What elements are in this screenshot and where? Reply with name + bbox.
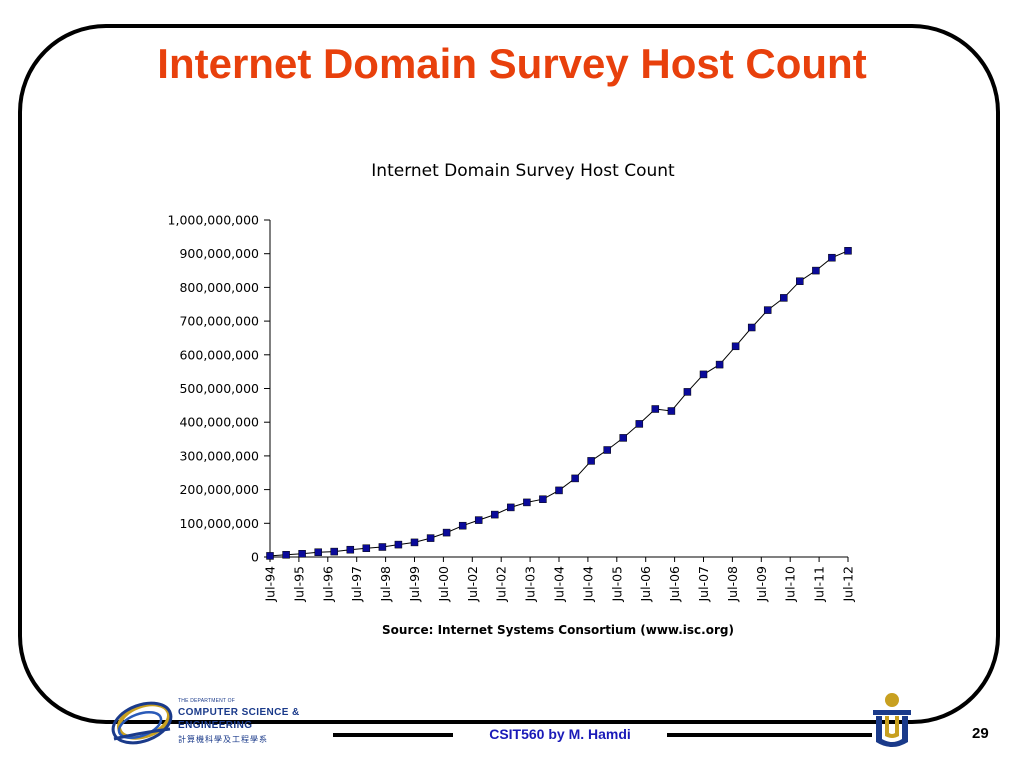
data-point: [844, 247, 852, 255]
data-point: [539, 495, 547, 503]
data-point: [442, 528, 451, 537]
data-point: [410, 538, 419, 547]
data-point: [587, 457, 595, 465]
x-axis: Jul-94 Jul-95 Jul-96 Jul-97 Jul-98 Jul-99 Jul-…: [263, 556, 856, 603]
footer-divider-right: [667, 733, 872, 737]
x-tick-label: Jul-99: [407, 566, 422, 603]
page-number: 29: [972, 725, 989, 742]
x-tick-label: Jul-06: [667, 566, 682, 603]
y-tick-label: 0: [251, 550, 259, 565]
department-logo-small-line: THE DEPARTMENT OF: [178, 698, 236, 704]
y-tick-label: 600,000,000: [179, 347, 259, 362]
y-tick-label: 1,000,000,000: [168, 213, 259, 228]
x-tick-label: Jul-95: [291, 566, 306, 603]
y-axis: 0 100,000,000 200,000,000 300,000,000 400,00…: [168, 213, 271, 565]
x-tick-label: Jul-98: [378, 566, 393, 603]
data-point: [362, 544, 371, 552]
data-point: [555, 486, 563, 495]
x-tick-label: Jul-05: [609, 566, 624, 603]
department-logo-line1: COMPUTER SCIENCE &: [178, 707, 300, 718]
footer-author: CSIT560 by M. Hamdi: [489, 726, 631, 742]
data-point: [314, 548, 322, 556]
data-point: [266, 552, 274, 560]
x-tick-label: Jul-08: [725, 566, 740, 603]
x-tick-label: Jul-02: [465, 566, 480, 603]
data-point: [731, 342, 740, 351]
data-point: [683, 388, 692, 396]
data-point: [635, 420, 644, 428]
data-point: [763, 306, 772, 314]
university-logo-icon: [873, 693, 911, 747]
data-point: [699, 370, 708, 379]
data-point: [571, 474, 579, 483]
data-point: [474, 516, 483, 524]
data-point: [828, 253, 836, 262]
data-point: [796, 277, 804, 285]
y-tick-label: 200,000,000: [179, 482, 259, 497]
series-host-count: [266, 247, 852, 560]
y-tick-label: 800,000,000: [179, 280, 259, 295]
data-point: [603, 446, 611, 454]
data-point: [812, 266, 820, 275]
series-line: [269, 250, 849, 557]
slide-title: Internet Domain Survey Host Count: [157, 40, 867, 87]
footer-divider-left: [333, 733, 453, 737]
y-tick-label: 100,000,000: [179, 516, 259, 531]
data-point: [330, 547, 338, 556]
x-tick-label: Jul-10: [783, 566, 798, 603]
department-logo-line2: ENGINEERING: [178, 720, 253, 731]
x-tick-label: Jul-97: [349, 566, 364, 603]
data-point: [507, 503, 515, 512]
chart-source-note: Source: Internet Systems Consortium (www…: [382, 623, 734, 637]
x-tick-label: Jul-11: [812, 566, 827, 603]
data-point: [426, 534, 435, 542]
data-point: [780, 294, 788, 302]
data-point: [651, 405, 660, 413]
x-tick-label: Jul-06: [638, 566, 653, 603]
data-point: [619, 434, 627, 442]
department-logo: THE DEPARTMENT OF COMPUTER SCIENCE & ENG…: [108, 693, 340, 751]
data-point: [378, 543, 387, 551]
department-logo-chinese: 計算機科學及工程學系: [178, 735, 268, 744]
y-tick-label: 500,000,000: [179, 381, 259, 396]
data-point: [667, 407, 676, 415]
x-tick-label: Jul-03: [523, 566, 538, 603]
x-tick-label: Jul-00: [436, 566, 451, 603]
department-emblem-icon: [111, 701, 173, 745]
x-tick-label: Jul-04: [552, 566, 567, 603]
x-tick-label: Jul-09: [754, 566, 769, 603]
chart-title: Internet Domain Survey Host Count: [371, 161, 675, 181]
data-point: [282, 551, 290, 559]
slide-frame: [18, 24, 1000, 724]
y-tick-label: 700,000,000: [179, 314, 259, 329]
x-tick-label: Jul-07: [696, 566, 711, 603]
data-point: [458, 521, 467, 530]
data-point: [747, 323, 756, 332]
x-tick-label: Jul-12: [841, 566, 856, 603]
data-point: [715, 360, 724, 369]
data-point: [298, 550, 306, 558]
data-point: [523, 498, 531, 507]
y-tick-label: 900,000,000: [179, 246, 259, 261]
x-tick-label: Jul-02: [494, 566, 509, 603]
x-tick-label: Jul-04: [580, 566, 595, 603]
y-tick-label: 300,000,000: [179, 448, 259, 463]
x-tick-label: Jul-96: [320, 566, 335, 603]
data-point: [346, 545, 355, 554]
y-tick-label: 400,000,000: [179, 415, 259, 430]
data-point: [394, 540, 403, 549]
x-tick-label: Jul-94: [263, 566, 278, 603]
data-point: [491, 510, 499, 519]
